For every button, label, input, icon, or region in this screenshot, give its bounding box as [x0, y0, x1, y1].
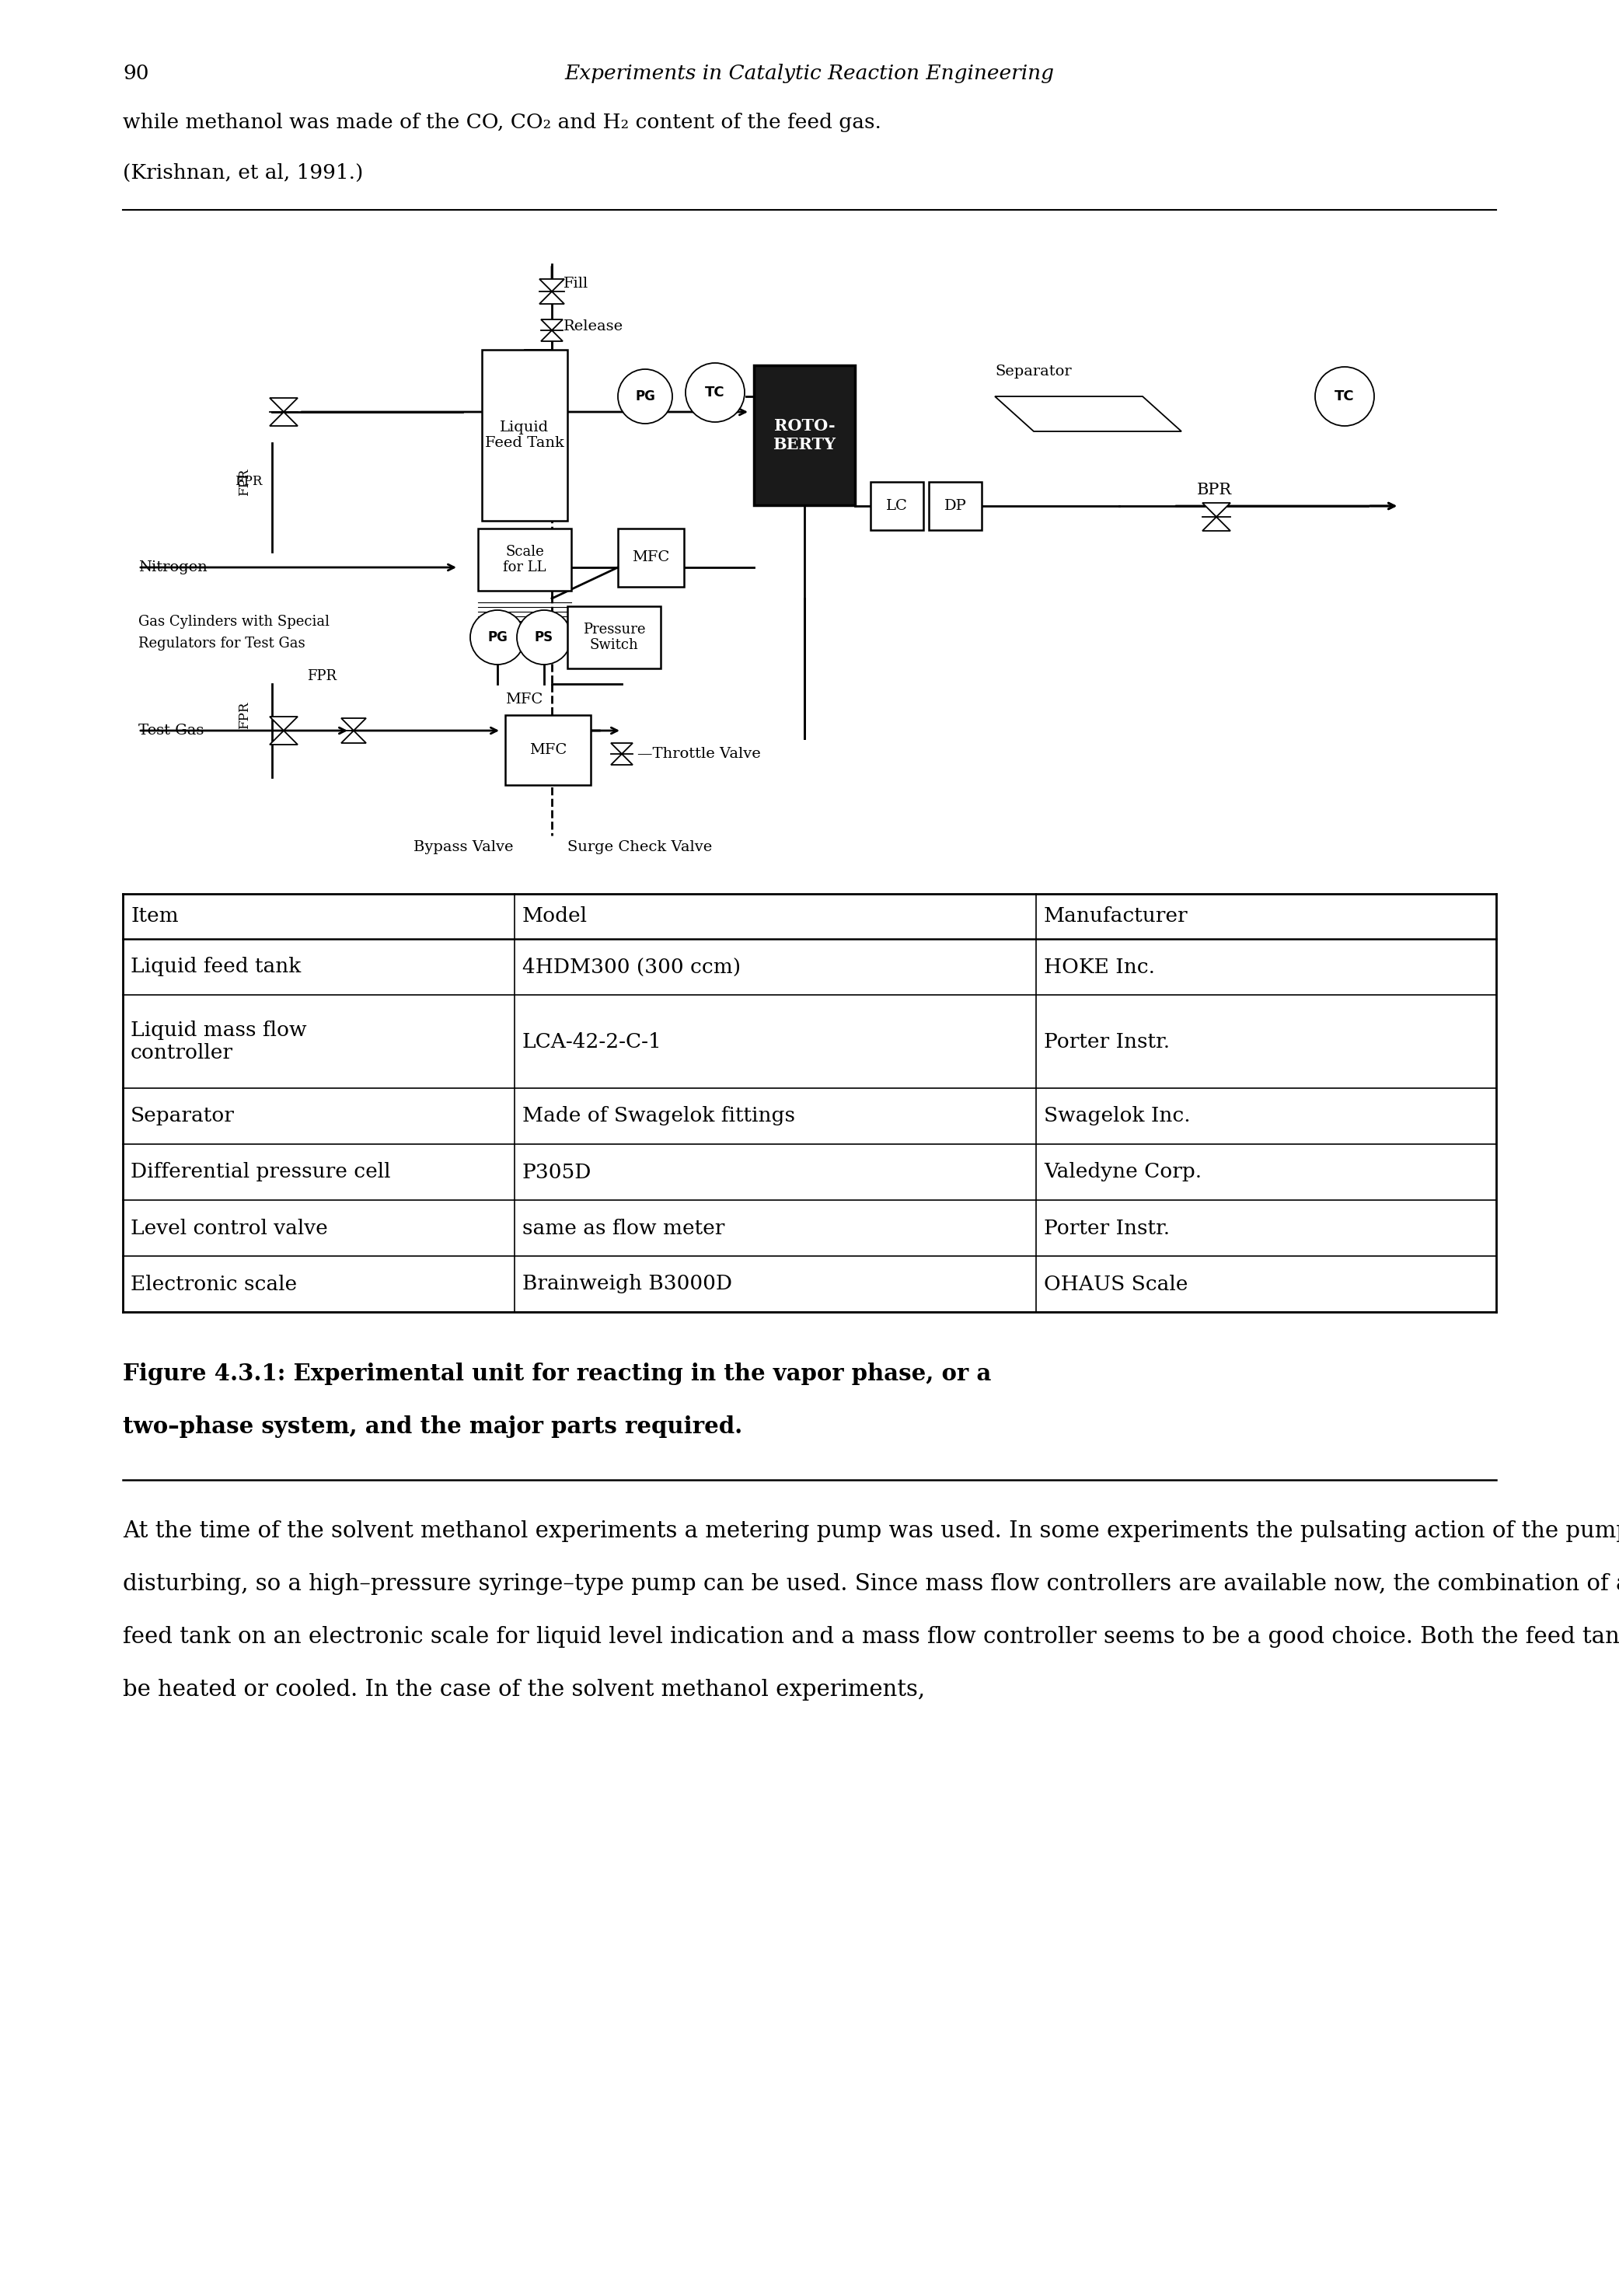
Polygon shape [541, 319, 563, 331]
Text: Regulators for Test Gas: Regulators for Test Gas [138, 636, 304, 650]
Polygon shape [610, 753, 633, 765]
Text: At the time of the solvent methanol experiments a metering pump was used. In som: At the time of the solvent methanol expe… [123, 1520, 1619, 1543]
Text: TC: TC [1334, 390, 1355, 404]
Text: Electronic scale: Electronic scale [131, 1274, 296, 1293]
Bar [871, 482, 923, 530]
Polygon shape [342, 719, 366, 730]
Text: TC: TC [706, 386, 725, 400]
Text: —Throttle Valve: —Throttle Valve [638, 746, 761, 760]
Text: Experiments in Catalytic Reaction Engineering: Experiments in Catalytic Reaction Engine… [565, 64, 1054, 83]
Text: ROTO-
BERTY: ROTO- BERTY [772, 418, 835, 452]
Circle shape [685, 363, 745, 422]
Text: disturbing, so a high–pressure syringe–type pump can be used. Since mass flow co: disturbing, so a high–pressure syringe–t… [123, 1573, 1619, 1596]
Polygon shape [1203, 517, 1230, 530]
Polygon shape [994, 397, 1182, 432]
Text: 4HDM300 (300 ccm): 4HDM300 (300 ccm) [521, 957, 740, 976]
Text: same as flow meter: same as flow meter [521, 1219, 724, 1238]
Text: Porter Instr.: Porter Instr. [1044, 1219, 1171, 1238]
Text: Bypass Valve: Bypass Valve [413, 840, 513, 854]
Text: BPR: BPR [1196, 482, 1232, 496]
Text: HOKE Inc.: HOKE Inc. [1044, 957, 1154, 976]
Text: Swagelok Inc.: Swagelok Inc. [1044, 1107, 1190, 1125]
Text: feed tank on an electronic scale for liquid level indication and a mass flow con: feed tank on an electronic scale for liq… [123, 1626, 1619, 1649]
Text: Separator: Separator [131, 1107, 235, 1125]
Text: Gas Cylinders with Special: Gas Cylinders with Special [138, 615, 330, 629]
Text: Liquid mass flow
controller: Liquid mass flow controller [131, 1019, 306, 1063]
Text: FPR: FPR [235, 475, 262, 489]
Text: Test Gas: Test Gas [138, 723, 204, 737]
Bar [482, 349, 567, 521]
Text: Porter Instr.: Porter Instr. [1044, 1031, 1171, 1052]
Polygon shape [270, 397, 298, 411]
Text: FPR: FPR [238, 700, 251, 728]
Polygon shape [342, 730, 366, 744]
Text: Pressure
Switch: Pressure Switch [583, 622, 646, 652]
Circle shape [618, 370, 672, 422]
Text: Valedyne Corp.: Valedyne Corp. [1044, 1162, 1201, 1182]
Text: Manufacturer: Manufacturer [1044, 907, 1188, 925]
Polygon shape [1203, 503, 1230, 517]
Text: PG: PG [635, 390, 656, 404]
Text: P305D: P305D [521, 1162, 591, 1182]
Text: FPR: FPR [308, 668, 337, 684]
Polygon shape [270, 716, 298, 730]
Polygon shape [541, 331, 563, 342]
Text: two–phase system, and the major parts required.: two–phase system, and the major parts re… [123, 1414, 743, 1437]
Text: Figure 4.3.1: Experimental unit for reacting in the vapor phase, or a: Figure 4.3.1: Experimental unit for reac… [123, 1362, 991, 1384]
Text: OHAUS Scale: OHAUS Scale [1044, 1274, 1188, 1293]
Text: Scale
for LL: Scale for LL [504, 544, 546, 574]
Text: Differential pressure cell: Differential pressure cell [131, 1162, 390, 1182]
Bar [754, 365, 855, 505]
Text: Model: Model [521, 907, 588, 925]
Text: (Krishnan, et al, 1991.): (Krishnan, et al, 1991.) [123, 163, 363, 184]
Circle shape [470, 611, 525, 664]
Polygon shape [270, 730, 298, 744]
Text: FPR: FPR [238, 468, 251, 496]
Text: LCA-42-2-C-1: LCA-42-2-C-1 [521, 1031, 662, 1052]
Text: Fill: Fill [563, 278, 589, 292]
Polygon shape [610, 744, 633, 753]
Bar [618, 528, 683, 588]
Circle shape [516, 611, 572, 664]
Text: MFC: MFC [505, 693, 542, 707]
Text: MFC: MFC [631, 551, 670, 565]
Text: Release: Release [563, 319, 623, 333]
Text: Brainweigh B3000D: Brainweigh B3000D [521, 1274, 732, 1293]
Polygon shape [539, 292, 565, 303]
Text: PS: PS [534, 631, 554, 645]
Text: Level control valve: Level control valve [131, 1219, 327, 1238]
Text: PG: PG [487, 631, 507, 645]
Bar [929, 482, 981, 530]
Polygon shape [539, 280, 565, 292]
Bar [567, 606, 661, 668]
Text: MFC: MFC [529, 744, 567, 758]
Text: DP: DP [944, 498, 967, 512]
Text: Made of Swagelok fittings: Made of Swagelok fittings [521, 1107, 795, 1125]
Text: Nitrogen: Nitrogen [138, 560, 207, 574]
Text: while methanol was made of the CO, CO₂ and H₂ content of the feed gas.: while methanol was made of the CO, CO₂ a… [123, 113, 881, 133]
Text: Liquid feed tank: Liquid feed tank [131, 957, 301, 976]
Text: Liquid
Feed Tank: Liquid Feed Tank [486, 420, 565, 450]
Text: Item: Item [131, 907, 178, 925]
Text: Separator: Separator [994, 365, 1072, 379]
Bar [505, 714, 591, 785]
Text: ROTO-
BERTY: ROTO- BERTY [772, 418, 835, 452]
Circle shape [1315, 367, 1375, 427]
Text: 90: 90 [123, 64, 149, 83]
Text: LC: LC [886, 498, 908, 512]
Text: be heated or cooled. In the case of the solvent methanol experiments,: be heated or cooled. In the case of the … [123, 1678, 924, 1701]
Text: Surge Check Valve: Surge Check Valve [567, 840, 712, 854]
Polygon shape [270, 411, 298, 427]
Bar [478, 528, 572, 590]
